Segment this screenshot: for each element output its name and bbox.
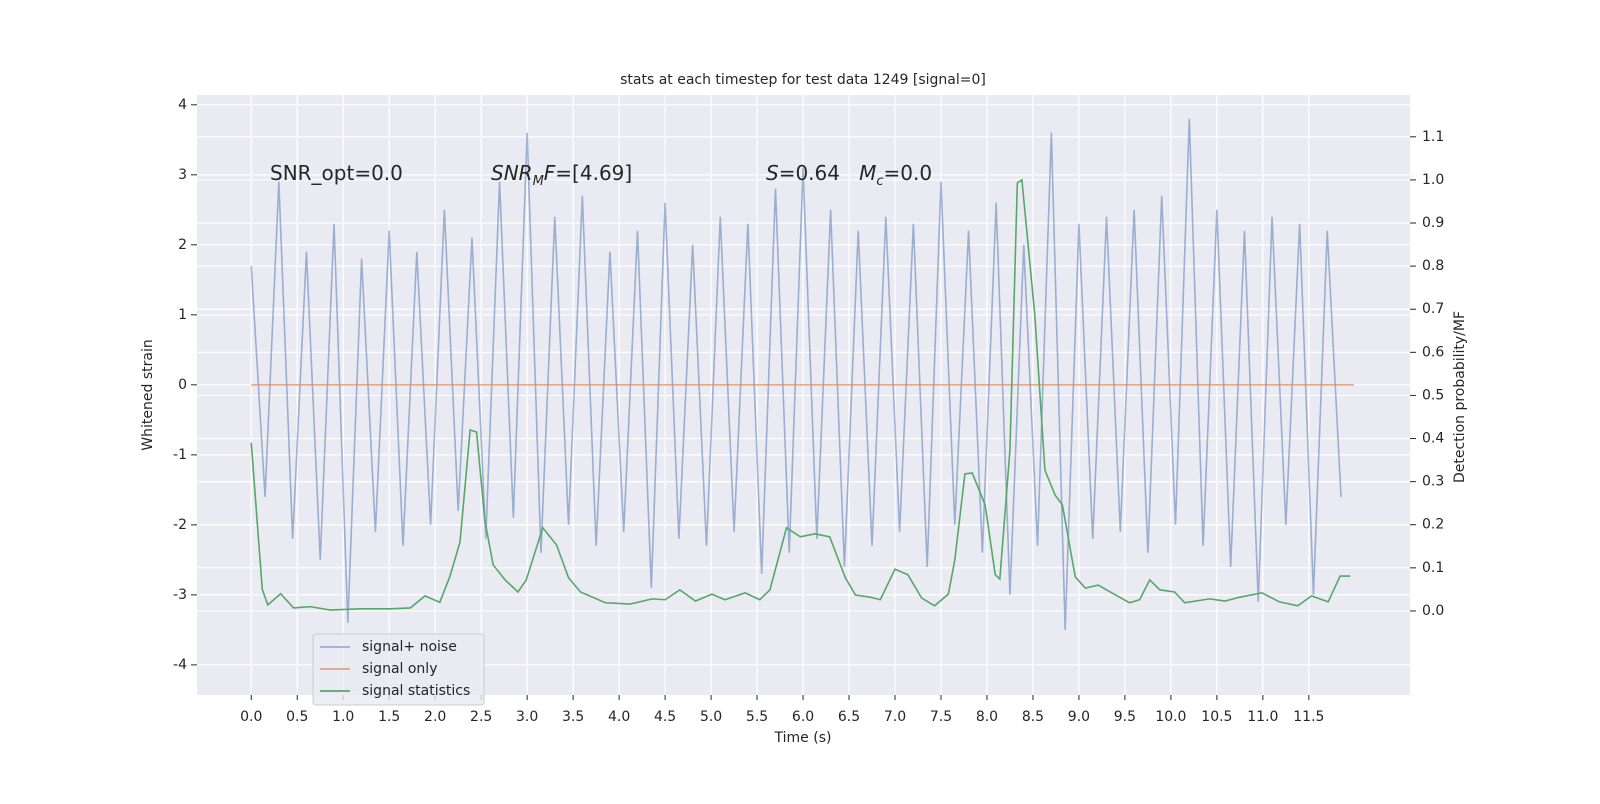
x-tick-label: 8.5 [1022,709,1044,725]
annotation-part: =0.0 [884,161,933,185]
y2-tick-label: 1.0 [1422,172,1444,188]
x-tick-label: 4.0 [608,709,630,725]
legend: signal+ noise signal only signal statistic… [312,633,485,706]
legend-label: signal+ noise [362,639,457,655]
annotation-part: SNR [491,161,533,185]
y2-tick-label: 0.9 [1422,215,1444,231]
x-tick-label: 10.5 [1201,709,1232,725]
legend-label: signal only [362,661,437,677]
annotation-part: M [533,174,544,189]
series-line [250,178,1351,611]
y-tick-label: 1 [178,307,187,323]
y-tick-label: 2 [178,237,187,253]
x-tick-label: 6.0 [792,709,814,725]
x-tick-label: 7.0 [884,709,906,725]
y-tick-label: -1 [173,447,187,463]
axes: 0.0 0.5 1.0 1.5 2.0 2.5 3.0 3.5 4.0 4.5 5.0 5.5 6.0 6… [173,97,1444,725]
x-tick-label: 3.5 [562,709,584,725]
x-tick-label: 7.5 [930,709,952,725]
annotation: SNR_opt=0.0 [270,161,403,185]
annotation-part: F [544,161,556,185]
series-line [250,118,1342,630]
x-tick-label: 6.5 [838,709,860,725]
chart-title: stats at each timestep for test data 124… [620,72,986,88]
y2-tick-label: 0.0 [1422,603,1444,619]
y-tick-label: 4 [178,97,187,113]
x-tick-label: 5.0 [700,709,722,725]
y2-tick-label: 0.3 [1422,474,1444,490]
annotation-part: =[4.69] [555,161,632,185]
x-tick-label: 10.0 [1155,709,1186,725]
y2-tick-label: 0.7 [1422,301,1444,317]
y2-tick-label: 0.2 [1422,517,1444,533]
x-tick-label: 11.5 [1293,709,1324,725]
y2-tick-label: 1.1 [1422,129,1444,145]
y2-tick-label: 0.5 [1422,387,1444,403]
annotation-part: M [859,161,876,185]
y-tick-label: -3 [173,587,187,603]
x-tick-label: 1.5 [378,709,400,725]
x-tick-label: 2.5 [470,709,492,725]
x-tick-label: 2.0 [424,709,446,725]
y2-tick-label: 0.4 [1422,431,1444,447]
annotation-part: S [766,161,779,185]
y-tick-label: 3 [178,167,187,183]
annotation-part: =0.64 [779,161,859,185]
x-tick-label: 4.5 [654,709,676,725]
x-axis-label: Time (s) [774,730,832,746]
y-tick-label: 0 [178,377,187,393]
y2-tick-label: 0.6 [1422,344,1444,360]
legend-box [312,633,485,706]
annotation-part: c [876,174,883,189]
x-tick-label: 0.0 [240,709,262,725]
x-tick-label: 0.5 [286,709,308,725]
y2-tick-label: 0.8 [1422,258,1444,274]
y-axis-label: Whitened strain [140,339,156,450]
x-tick-label: 5.5 [746,709,768,725]
y-tick-label: -2 [173,517,187,533]
y2-tick-label: 0.1 [1422,560,1444,576]
x-tick-label: 9.5 [1114,709,1136,725]
x-tick-label: 8.0 [976,709,998,725]
x-tick-label: 3.0 [516,709,538,725]
x-tick-label: 11.0 [1247,709,1278,725]
x-tick-label: 9.0 [1068,709,1090,725]
annotation: SNRMF=[4.69] [491,161,632,190]
annotation-part: SNR_opt=0.0 [270,161,403,185]
legend-label: signal statistics [362,683,470,699]
y2-axis-label: Detection probability/MF [1452,311,1468,483]
y-tick-label: -4 [173,657,187,673]
x-tick-label: 1.0 [332,709,354,725]
annotation: S=0.64 Mc=0.0 [766,161,932,190]
marks [250,118,1354,630]
